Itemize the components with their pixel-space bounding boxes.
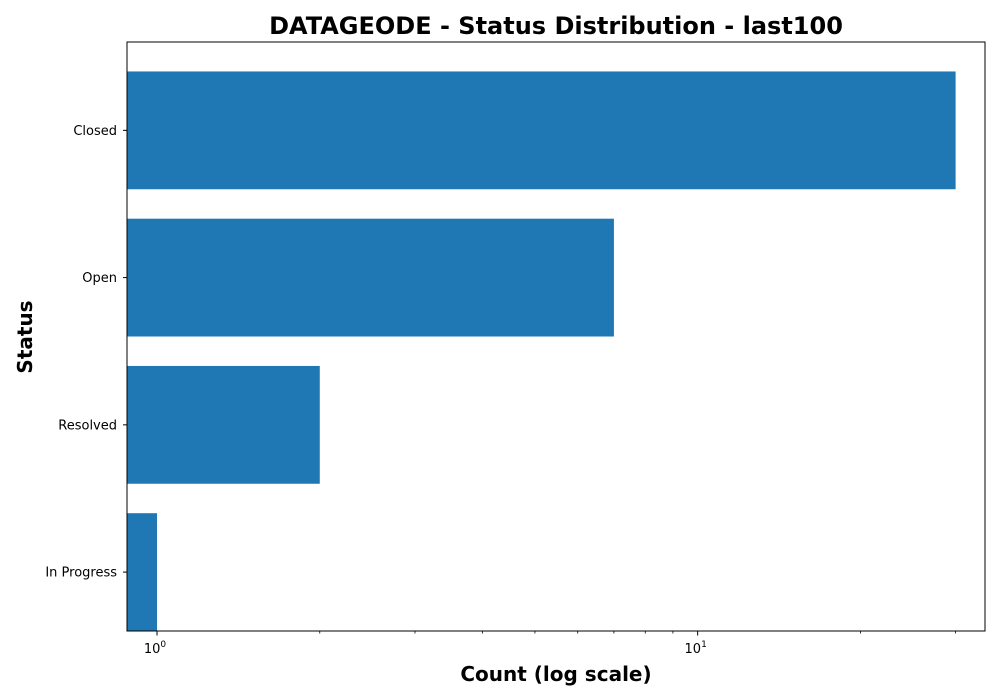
x-axis-label: Count (log scale)	[460, 662, 651, 686]
bar-open	[127, 219, 614, 337]
chart-title: DATAGEODE - Status Distribution - last10…	[269, 12, 843, 40]
x-tick-label: 100	[144, 640, 167, 657]
bar-in-progress	[127, 513, 157, 631]
bar-resolved	[127, 366, 320, 484]
bar-closed	[127, 71, 956, 189]
y-tick-label: Resolved	[58, 418, 117, 433]
x-axis-ticks: 100 101	[144, 631, 956, 657]
y-axis-label: Status	[13, 300, 37, 373]
bars-group	[127, 71, 956, 631]
y-tick-label: In Progress	[45, 566, 117, 581]
y-tick-label: Open	[82, 271, 117, 286]
y-axis-ticks: Closed Open Resolved In Progress	[45, 124, 127, 581]
y-tick-label: Closed	[73, 124, 117, 139]
x-tick-label: 101	[685, 640, 707, 657]
